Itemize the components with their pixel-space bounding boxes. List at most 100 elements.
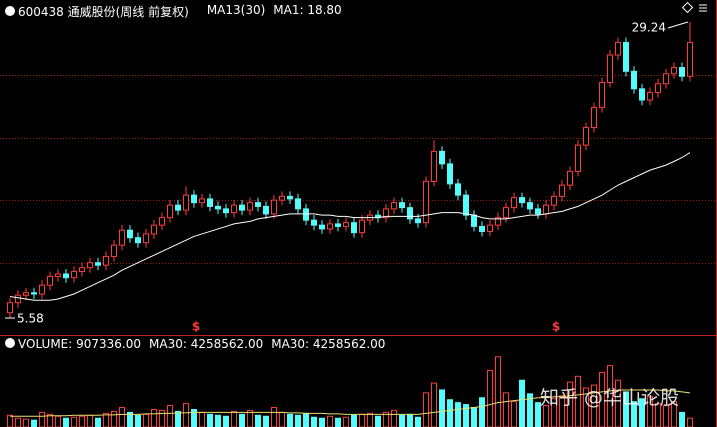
volume-bar [255, 414, 261, 427]
candle-body [687, 42, 693, 77]
candle-body [535, 208, 541, 215]
volume-bar [79, 415, 85, 427]
candle-body [191, 194, 197, 204]
candle-body [263, 205, 269, 215]
volume-bar [495, 356, 501, 427]
volume-bar [415, 416, 421, 427]
volume-bar [367, 412, 373, 427]
candle-body [135, 237, 141, 244]
volume-bar [423, 392, 429, 427]
volume-bar [311, 416, 317, 427]
candle-body [335, 223, 341, 227]
candle-body [31, 292, 37, 295]
volume-bar [487, 369, 493, 427]
volume-bar [39, 411, 45, 427]
volume-bar [407, 413, 413, 427]
volume-bar [231, 410, 237, 427]
volume-bar [383, 411, 389, 427]
volume-bar [135, 414, 141, 427]
volume-bar [335, 417, 341, 427]
volume-bar [479, 397, 485, 427]
volume-bar [15, 417, 21, 427]
candle-body [383, 208, 389, 219]
candle-body [95, 262, 101, 266]
candle-body [87, 262, 93, 269]
candle-body [159, 217, 165, 226]
volume-header: VOLUME: 907336.00 MA30: 4258562.00 MA30:… [4, 337, 385, 351]
volume-bar [375, 415, 381, 427]
icon-diamond[interactable] [681, 1, 694, 14]
candle-body [663, 73, 669, 85]
candle-body [127, 229, 133, 239]
volume-bar [183, 403, 189, 427]
collapse-icon[interactable] [5, 338, 15, 348]
candle-body [399, 202, 405, 209]
volume-bar [127, 411, 133, 427]
candle-body [319, 224, 325, 230]
volume-bar [655, 403, 661, 427]
volume-ma-label: MA30: 4258562.00 [149, 337, 264, 351]
volume-bar [463, 404, 469, 427]
volume-bar [431, 382, 437, 427]
icon-menu[interactable] [699, 4, 707, 12]
candle-body [63, 273, 69, 279]
candle-body [679, 67, 685, 77]
volume-bar [303, 412, 309, 427]
candle-body [15, 294, 21, 304]
volume-bar [527, 393, 533, 427]
candle-body [223, 208, 229, 214]
volume-ma-label: MA30: 4258562.00 [271, 337, 386, 351]
candle-body [143, 233, 149, 244]
candle-body [415, 218, 421, 224]
volume-ma-line [10, 389, 691, 417]
volume-bar [503, 392, 509, 427]
ma-line [9, 152, 691, 301]
candle-body [175, 204, 181, 211]
candle-body [279, 195, 285, 201]
volume-bar [271, 407, 277, 427]
volume-bar [247, 409, 253, 427]
event-marker: $ [552, 320, 560, 334]
volume-bar [119, 407, 125, 427]
candle-body [519, 197, 525, 204]
volume-bar [607, 365, 613, 427]
volume-label: VOLUME: 907336.00 [18, 337, 141, 351]
candle-body [647, 92, 653, 101]
volume-bar [295, 414, 301, 427]
volume-bar [87, 414, 93, 427]
candle-body [527, 202, 533, 210]
candle-body [615, 42, 621, 56]
candle-body [463, 194, 469, 216]
candle-body [231, 204, 237, 214]
candle-body [623, 42, 629, 72]
event-marker: $ [192, 320, 200, 334]
price-header: 600438 通威股份(周线 前复权) MA13(30) MA1: 18.80 [4, 3, 342, 20]
volume-bar [95, 417, 101, 427]
candle-body [303, 208, 309, 221]
volume-bar [191, 408, 197, 427]
candle-body [111, 244, 117, 257]
volume-bar [263, 415, 269, 427]
candle-body [631, 70, 637, 90]
volume-bar [639, 398, 645, 427]
volume-bar [519, 379, 525, 427]
volume-bar [591, 384, 597, 427]
candle-body [255, 202, 261, 207]
candle-body [407, 207, 413, 220]
volume-bar [71, 416, 77, 427]
volume-bar [23, 418, 29, 427]
collapse-icon[interactable] [5, 6, 15, 16]
volume-bar [223, 415, 229, 427]
volume-bar [167, 405, 173, 427]
candle-body [391, 202, 397, 210]
volume-bar [455, 402, 461, 427]
volume-bar [679, 411, 685, 427]
candle-body [431, 150, 437, 182]
volume-bar [615, 379, 621, 427]
volume-bar [359, 413, 365, 427]
candle-body [119, 229, 125, 246]
volume-bar [287, 413, 293, 427]
candle-body [551, 195, 557, 206]
candle-body [503, 207, 509, 219]
